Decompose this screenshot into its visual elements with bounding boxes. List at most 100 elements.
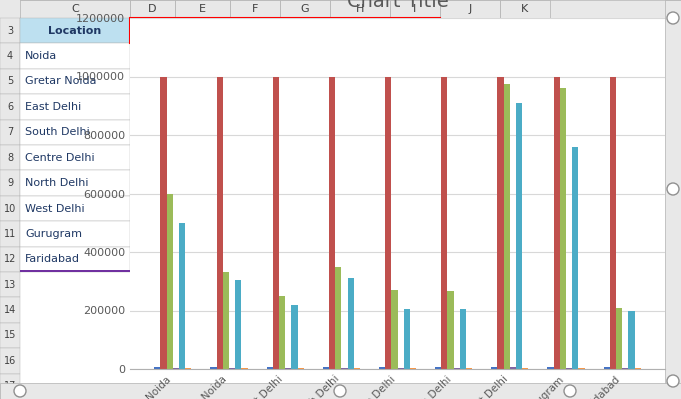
Circle shape: [14, 385, 26, 397]
Text: 6: 6: [7, 102, 13, 112]
Bar: [629, 310, 635, 369]
Bar: [454, 368, 460, 369]
Text: K: K: [522, 4, 528, 14]
Bar: [185, 368, 191, 369]
Text: 14: 14: [4, 305, 16, 315]
Text: Gretar Noida: Gretar Noida: [25, 77, 97, 87]
Text: West Delhi: West Delhi: [25, 203, 84, 213]
Text: I: I: [413, 4, 417, 14]
Bar: [353, 368, 360, 369]
Bar: [230, 0, 280, 18]
Text: Centre Delhi: Centre Delhi: [25, 153, 95, 163]
Bar: [0, 0, 681, 18]
Bar: [267, 367, 273, 369]
Text: 13: 13: [4, 280, 16, 290]
Bar: [566, 368, 572, 369]
Bar: [20, 94, 130, 120]
Text: 3: 3: [7, 26, 13, 36]
Bar: [329, 77, 335, 369]
Bar: [622, 368, 629, 369]
Bar: [20, 43, 130, 69]
Text: J: J: [469, 4, 472, 14]
Bar: [0, 348, 20, 373]
Bar: [279, 296, 285, 369]
Bar: [548, 367, 554, 369]
Circle shape: [667, 375, 679, 387]
Text: G: G: [301, 4, 309, 14]
Bar: [440, 0, 500, 18]
Bar: [20, 270, 130, 272]
Bar: [435, 367, 441, 369]
Bar: [390, 0, 440, 18]
Text: Location: Location: [48, 26, 101, 36]
Text: 5: 5: [7, 77, 13, 87]
Circle shape: [564, 385, 576, 397]
Text: 16: 16: [4, 356, 16, 366]
Bar: [0, 145, 20, 170]
Text: Faridabad: Faridabad: [25, 254, 80, 264]
Bar: [20, 247, 130, 272]
Bar: [210, 367, 217, 369]
Bar: [20, 221, 130, 247]
Bar: [560, 88, 566, 369]
Text: Noida: Noida: [25, 51, 57, 61]
Bar: [0, 18, 20, 43]
Text: North Delhi: North Delhi: [25, 178, 89, 188]
Bar: [20, 145, 130, 170]
Bar: [330, 0, 390, 18]
Bar: [273, 77, 279, 369]
Bar: [20, 120, 130, 145]
Bar: [609, 77, 616, 369]
Bar: [298, 368, 304, 369]
Bar: [230, 18, 280, 43]
Bar: [241, 368, 248, 369]
Bar: [280, 18, 330, 43]
Bar: [0, 272, 20, 297]
Bar: [491, 367, 497, 369]
Bar: [223, 273, 229, 369]
Bar: [554, 77, 560, 369]
Bar: [20, 196, 130, 221]
Bar: [330, 18, 390, 43]
Bar: [392, 290, 398, 369]
Bar: [510, 367, 516, 369]
Bar: [130, 0, 175, 18]
Text: Order
Count: Order Count: [138, 21, 168, 40]
Text: Target: Target: [186, 26, 219, 35]
Bar: [379, 367, 385, 369]
Bar: [235, 280, 241, 369]
Bar: [155, 367, 161, 369]
Title: Chart Title: Chart Title: [347, 0, 448, 11]
Text: Discount
%: Discount %: [392, 21, 437, 40]
Bar: [447, 292, 454, 369]
Text: East Delhi: East Delhi: [25, 102, 81, 112]
Text: South Delhi: South Delhi: [25, 127, 90, 137]
Bar: [390, 18, 440, 43]
Bar: [497, 77, 504, 369]
Bar: [616, 308, 622, 369]
Bar: [20, 18, 130, 43]
Bar: [0, 373, 20, 399]
Circle shape: [334, 385, 346, 397]
Bar: [179, 223, 185, 369]
Text: 10: 10: [4, 203, 16, 213]
Text: D: D: [148, 4, 157, 14]
Bar: [173, 368, 179, 369]
Text: 8: 8: [7, 153, 13, 163]
Bar: [20, 69, 130, 94]
Bar: [229, 368, 235, 369]
Bar: [175, 18, 230, 43]
Bar: [404, 309, 410, 369]
Text: 12: 12: [4, 254, 16, 264]
Bar: [0, 94, 20, 120]
Text: 7: 7: [7, 127, 13, 137]
Bar: [578, 368, 584, 369]
Bar: [20, 0, 130, 18]
Bar: [441, 77, 447, 369]
Text: 15: 15: [4, 330, 16, 340]
Text: E: E: [199, 4, 206, 14]
Bar: [0, 383, 681, 399]
Bar: [385, 77, 392, 369]
Bar: [175, 0, 230, 18]
Bar: [0, 170, 20, 196]
